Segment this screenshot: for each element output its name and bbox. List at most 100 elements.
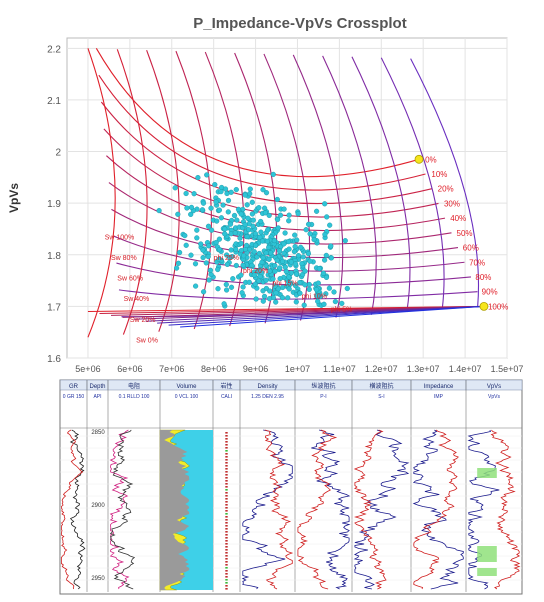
data-point	[279, 258, 286, 265]
data-point	[201, 289, 207, 295]
phi-label: phi 10%	[302, 294, 327, 301]
template-end-marker	[414, 154, 424, 164]
data-point	[277, 276, 283, 282]
data-point	[263, 250, 269, 256]
data-point	[320, 270, 327, 276]
data-point	[174, 265, 180, 271]
data-point	[249, 262, 255, 269]
phi-label: phi 20%	[243, 268, 268, 275]
lithology-mark	[225, 474, 228, 476]
lithology-mark	[225, 444, 228, 446]
data-point	[273, 299, 279, 305]
x-tick-label: 9e+06	[243, 364, 268, 374]
log-curve	[109, 429, 130, 590]
data-point	[262, 205, 268, 211]
data-point	[311, 237, 317, 243]
curve-percent-label: 30%	[444, 199, 460, 208]
plot-area	[66, 37, 508, 359]
data-point	[303, 227, 309, 233]
data-point	[305, 251, 312, 257]
y-tick-label: 2	[55, 148, 61, 159]
depth-label: 2900	[91, 503, 105, 509]
lithology-mark	[225, 558, 228, 560]
lithology-mark	[225, 501, 228, 503]
x-tick-label: 5e+06	[75, 364, 100, 374]
data-point	[247, 191, 253, 197]
lithology-mark	[225, 483, 228, 485]
track-header: 横波阻抗	[369, 382, 393, 390]
data-point	[184, 205, 190, 211]
data-point	[286, 274, 292, 280]
data-point	[246, 279, 252, 285]
data-point	[233, 246, 239, 253]
log-panel-frame	[59, 379, 523, 595]
lithology-mark	[225, 534, 228, 536]
log-tracks	[59, 380, 522, 592]
template-arc	[87, 48, 116, 338]
lithology-mark	[225, 453, 228, 455]
data-point	[198, 241, 204, 247]
data-point	[204, 172, 210, 178]
data-point	[206, 277, 212, 283]
data-point	[172, 185, 178, 191]
x-tick-label: 8e+06	[201, 364, 226, 374]
data-point	[238, 272, 244, 278]
data-point	[251, 272, 257, 278]
data-point	[177, 249, 183, 256]
data-point	[266, 212, 272, 219]
data-point	[280, 284, 286, 291]
data-point	[292, 283, 299, 289]
template-curve	[100, 101, 433, 205]
track-header: Volume	[176, 384, 197, 390]
data-point	[212, 182, 218, 188]
lithology-mark	[225, 564, 228, 566]
data-point	[207, 267, 214, 273]
data-point	[297, 290, 303, 296]
data-point	[218, 215, 225, 221]
data-point	[288, 259, 294, 265]
template-arc	[116, 49, 148, 335]
data-point	[260, 255, 266, 261]
data-point	[213, 239, 219, 246]
lithology-mark	[225, 573, 228, 575]
template-arc	[380, 57, 445, 310]
log-curve	[60, 429, 84, 590]
data-point	[326, 285, 333, 291]
data-point	[240, 262, 246, 268]
lithology-mark	[225, 513, 228, 515]
volume-shale-fill	[160, 430, 190, 590]
data-point	[252, 231, 259, 237]
data-point	[188, 204, 195, 211]
lithology-mark	[225, 588, 228, 590]
x-tick-label: 1.4e+07	[449, 364, 482, 374]
template-end-marker	[479, 301, 489, 311]
data-point	[323, 274, 330, 281]
data-point	[235, 206, 242, 213]
template-arc	[292, 54, 344, 318]
sw-label: Sw 20%	[130, 317, 156, 324]
data-point	[324, 214, 330, 220]
track-header: 纵波阻抗	[311, 382, 335, 390]
sw-label: Sw 80%	[111, 255, 137, 262]
data-point	[205, 223, 212, 229]
phi-label: phi 15%	[272, 281, 297, 288]
lithology-mark	[225, 471, 228, 473]
data-point	[233, 187, 239, 193]
data-point	[191, 191, 197, 197]
y-tick-label: 2.2	[47, 44, 61, 55]
data-point	[277, 212, 284, 218]
data-point	[322, 257, 328, 263]
lithology-mark	[225, 546, 228, 548]
lithology-mark	[225, 432, 228, 434]
data-point	[183, 242, 189, 248]
log-curve	[311, 429, 351, 590]
lithology-mark	[225, 492, 228, 494]
x-tick-label: 6e+06	[117, 364, 142, 374]
data-point	[188, 252, 194, 258]
data-point	[267, 288, 273, 294]
data-point	[250, 217, 256, 223]
data-point	[302, 282, 308, 288]
phi-label: phi 5%	[331, 307, 352, 314]
data-point	[213, 199, 219, 205]
data-point	[267, 268, 273, 274]
